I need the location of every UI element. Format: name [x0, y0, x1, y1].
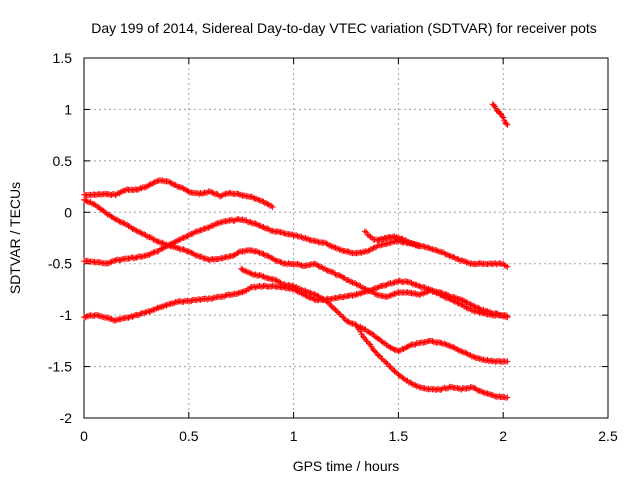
series-markers: [489, 101, 511, 128]
plot-frame: [83, 57, 609, 419]
x-tick-label: 0: [80, 428, 88, 444]
series-markers: [361, 228, 423, 250]
series-track-6: [353, 322, 511, 401]
x-tick-label: 1.5: [389, 428, 409, 444]
y-tick-label: -0.5: [48, 256, 72, 272]
axis-ticks: [83, 57, 609, 419]
series-markers: [353, 322, 511, 401]
x-axis-label: GPS time / hours: [293, 458, 400, 474]
series-track-1: [81, 177, 276, 211]
y-tick-label: 0: [64, 204, 72, 220]
y-tick-labels: -2 -1.5 -1 -0.5 0 0.5 1 1.5: [48, 50, 72, 426]
series-track-7: [361, 228, 423, 250]
grid-lines: [84, 58, 608, 418]
y-tick-label: 0.5: [53, 153, 73, 169]
y-tick-label: 1: [64, 101, 72, 117]
x-tick-label: 1: [290, 428, 298, 444]
series-track-8: [489, 101, 511, 128]
chart-title: Day 199 of 2014, Sidereal Day-to-day VTE…: [91, 20, 597, 36]
series-markers: [81, 177, 276, 211]
y-tick-label: -1: [60, 307, 73, 323]
x-tick-label: 2: [499, 428, 507, 444]
x-tick-labels: 0 0.5 1 1.5 2 2.5: [80, 428, 618, 444]
y-axis-label: SDTVAR / TECUs: [7, 182, 23, 294]
y-tick-label: -1.5: [48, 359, 72, 375]
x-tick-label: 2.5: [598, 428, 618, 444]
y-tick-label: 1.5: [53, 50, 73, 66]
y-tick-label: -2: [60, 410, 73, 426]
x-tick-label: 0.5: [179, 428, 199, 444]
data-points: [81, 101, 511, 401]
